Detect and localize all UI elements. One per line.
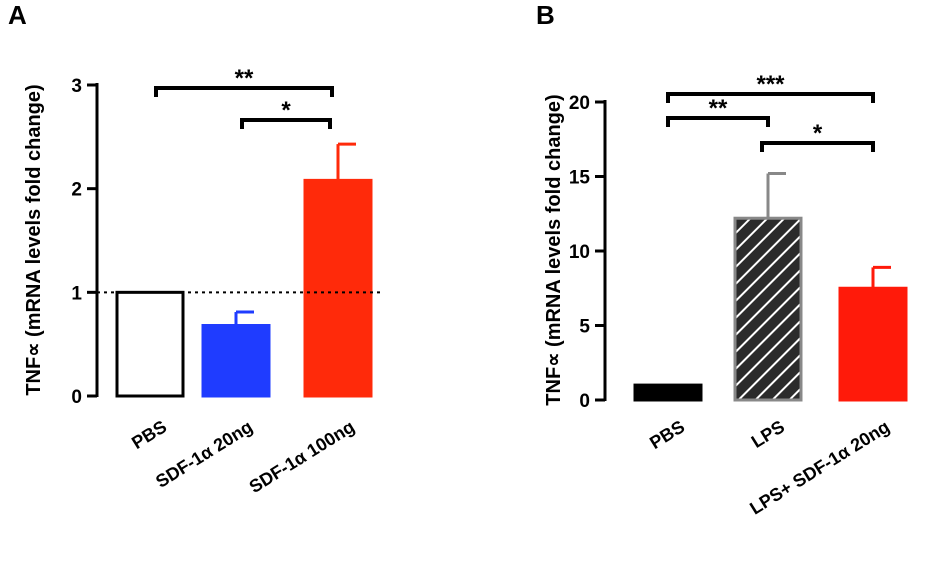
panel-b-label: B <box>536 0 555 30</box>
panel-a-significance-label: * <box>281 97 291 124</box>
panel-a-significance-bracket <box>154 86 334 97</box>
panel-a-y-axis-title: TNF∝ (mRNA levels fold change) <box>23 84 45 395</box>
panel-a-bar-1 <box>115 290 185 398</box>
panel-b-significance-bracket <box>760 141 875 152</box>
panel-a-y-tick-label: 3 <box>71 76 82 97</box>
panel-b-y-axis-title: TNF∝ (mRNA levels fold change) <box>543 94 565 405</box>
panel-b-significance-bracket <box>666 116 770 127</box>
panel-b-y-tick-label: 15 <box>569 168 591 189</box>
panel-a-significance-label: ** <box>235 65 254 92</box>
panel-b-significance-label: * <box>813 120 823 147</box>
panel-b-bar-2 <box>733 216 803 402</box>
panel-b-significance-bracket <box>666 92 875 103</box>
panel-a-category-label: SDF-1α 20ng <box>152 416 256 491</box>
panel-b-bar-1 <box>633 383 703 402</box>
panel-b-bar-3 <box>838 286 908 402</box>
panel-a-bar-2 <box>201 324 271 398</box>
panel-a-significance-bracket <box>240 118 332 129</box>
panel-a-label: A <box>8 0 27 30</box>
panel-a-y-tick-label: 1 <box>71 283 82 304</box>
panel-b-category-label: PBS <box>646 416 688 453</box>
panel-b-y-tick-label: 5 <box>579 317 590 338</box>
panel-b-significance-label: *** <box>756 71 785 98</box>
panel-b-category-label: LPS <box>748 416 788 452</box>
panel-a-category-label: PBS <box>128 416 170 453</box>
panel-b-significance-label: ** <box>709 95 728 122</box>
panel-a-category-label: SDF-1α 100ng <box>246 416 358 497</box>
panel-b-y-tick-label: 10 <box>569 242 590 263</box>
panel-a-bar-3 <box>303 178 373 398</box>
panel-b-y-tick-label: 20 <box>569 93 590 114</box>
panel-b-y-tick-label: 0 <box>579 391 590 412</box>
panel-a-y-tick-label: 0 <box>71 387 82 408</box>
panel-a-y-tick-label: 2 <box>71 180 82 201</box>
